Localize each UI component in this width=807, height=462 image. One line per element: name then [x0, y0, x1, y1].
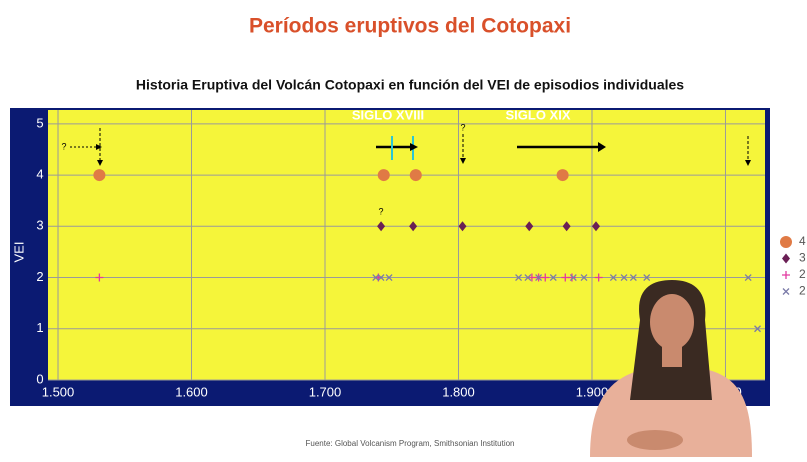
- point: [780, 236, 792, 248]
- point: [594, 273, 603, 282]
- point: [744, 274, 752, 281]
- annotation: ?: [378, 206, 383, 216]
- point: [95, 273, 104, 282]
- arrowhead: [460, 158, 466, 164]
- arrowhead: [97, 160, 103, 166]
- x-tick-label: 1.600: [175, 384, 208, 399]
- point: [782, 271, 790, 279]
- y-tick-label: 4: [36, 167, 43, 182]
- point: [580, 274, 588, 281]
- x-tick-label: 1.700: [309, 384, 342, 399]
- x-tick-label: 1.800: [442, 384, 475, 399]
- page-title: Períodos eruptivos del Cotopaxi: [249, 15, 571, 38]
- annotation: ?: [61, 141, 66, 151]
- legend-label: 2: [799, 284, 806, 298]
- point: [385, 274, 393, 281]
- annotation: ?: [460, 122, 465, 132]
- y-tick-label: 3: [36, 218, 43, 233]
- legend-label: 4: [799, 234, 806, 248]
- arrowhead: [410, 143, 418, 151]
- point: [527, 273, 536, 282]
- point: [377, 221, 386, 232]
- neck: [662, 345, 682, 367]
- point: [525, 221, 534, 232]
- point: [569, 274, 577, 281]
- point: [541, 273, 550, 282]
- point: [782, 253, 790, 264]
- point: [409, 221, 418, 232]
- point: [620, 274, 628, 281]
- point: [562, 221, 571, 232]
- x-tick-label: 1.500: [42, 384, 75, 399]
- arrowhead: [598, 142, 606, 152]
- point: [377, 274, 385, 281]
- point: [643, 274, 651, 281]
- chart-title: Historia Eruptiva del Volcán Cotopaxi en…: [136, 77, 684, 93]
- legend-label: 3: [799, 251, 806, 265]
- point: [556, 169, 569, 182]
- body: [590, 368, 752, 457]
- point: [524, 274, 532, 281]
- point: [561, 273, 570, 282]
- arrowhead: [745, 160, 751, 166]
- point: [377, 169, 390, 182]
- arrowhead: [96, 144, 102, 150]
- point: [549, 274, 557, 281]
- point: [535, 274, 543, 281]
- annotation: SIGLO XIX: [505, 107, 570, 122]
- legend-label: 2: [799, 267, 806, 281]
- legend: 4 3 2 2: [780, 234, 806, 298]
- annotations: [70, 128, 749, 160]
- point: [93, 169, 106, 182]
- point: [591, 221, 600, 232]
- point: [372, 274, 380, 281]
- source: Fuente: Global Volcanism Program, Smiths…: [306, 439, 515, 448]
- point: [782, 288, 790, 295]
- interpreter: [590, 280, 752, 457]
- y-tick-label: 1: [36, 320, 43, 335]
- hands: [627, 430, 683, 450]
- point: [515, 274, 523, 281]
- point: [754, 325, 761, 333]
- face: [650, 294, 694, 350]
- y-tick-label: 2: [36, 269, 43, 284]
- x-tick-label: 1.900: [576, 384, 609, 399]
- y-axis-label: VEI: [11, 242, 26, 263]
- arrowheads: [96, 142, 751, 166]
- point: [629, 274, 637, 281]
- point: [609, 274, 617, 281]
- point: [409, 169, 422, 182]
- y-tick-label: 5: [36, 115, 43, 130]
- marks: [93, 169, 761, 333]
- y-tick-label: 0: [36, 371, 43, 386]
- point: [567, 273, 576, 282]
- point: [458, 221, 467, 232]
- annotation: SIGLO XVIII: [352, 107, 424, 122]
